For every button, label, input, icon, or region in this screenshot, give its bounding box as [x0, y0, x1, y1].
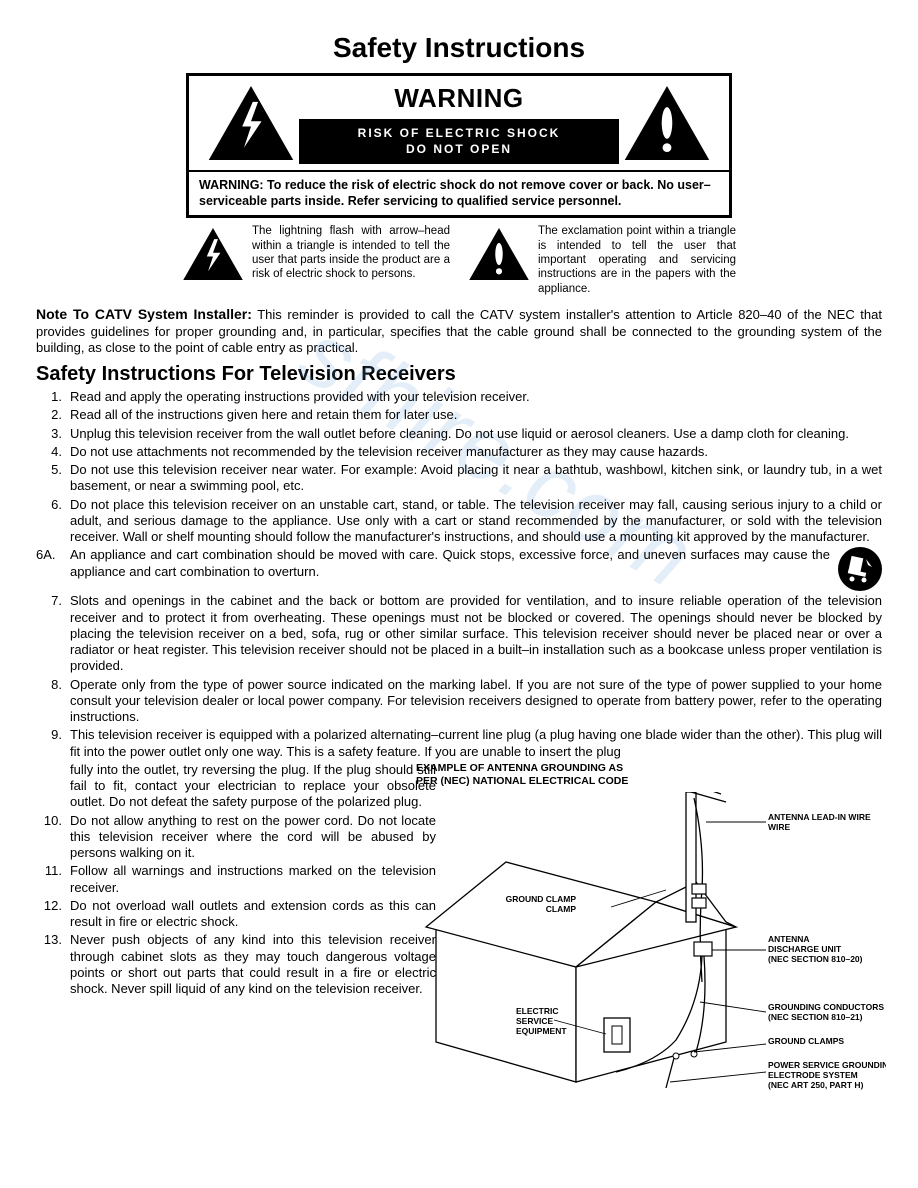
- lbl-discharge-3: (NEC SECTION 810–20): [768, 954, 863, 964]
- lbl-ground-cond-2: (NEC SECTION 810–21): [768, 1012, 863, 1022]
- lbl-ground-cond-1: GROUNDING CONDUCTORS: [768, 1002, 884, 1012]
- lbl-electric-1: ELECTRIC: [516, 1006, 559, 1016]
- catv-note: Note To CATV System Installer: This remi…: [36, 306, 882, 356]
- instructions-list: Read and apply the operating instruction…: [36, 389, 882, 760]
- instruction-4: Do not use attachments not recommended b…: [66, 444, 882, 460]
- lbl-discharge-1: ANTENNA: [768, 934, 810, 944]
- lbl-discharge-2: DISCHARGE UNIT: [768, 944, 842, 954]
- instruction-1: Read and apply the operating instruction…: [66, 389, 882, 405]
- lbl-ground-clamp-top: GROUND CLAMP: [506, 894, 577, 904]
- exclamation-triangle-small-icon: [468, 226, 530, 282]
- cart-tip-icon: [838, 547, 882, 591]
- instruction-10: Do not allow anything to rest on the pow…: [66, 813, 436, 862]
- diagram-title-l2: PER (NEC) NATIONAL ELECTRICAL CODE: [416, 775, 886, 788]
- symbol-explanation-row: The lightning flash with arrow–head with…: [179, 224, 739, 296]
- exclamation-triangle-icon: [623, 84, 711, 162]
- instruction-5: Do not use this television receiver near…: [66, 462, 882, 495]
- lightning-triangle-icon: [207, 84, 295, 162]
- lightning-symbol-text: The lightning flash with arrow–head with…: [252, 224, 450, 282]
- instruction-12: Do not overload wall outlets and extensi…: [66, 898, 436, 931]
- diagram-title-l1: EXAMPLE OF ANTENNA GROUNDING AS: [416, 762, 886, 775]
- risk-line1: RISK OF ELECTRIC SHOCK: [309, 125, 609, 142]
- instruction-13: Never push objects of any kind into this…: [66, 932, 436, 997]
- lbl-electric-2: SERVICE: [516, 1016, 553, 1026]
- instruction-8: Operate only from the type of power sour…: [66, 677, 882, 726]
- svg-text:WIRE: WIRE: [768, 822, 791, 832]
- svg-text:CLAMP: CLAMP: [546, 904, 577, 914]
- instruction-6a-text: An appliance and cart combination should…: [70, 547, 830, 578]
- instruction-3: Unplug this television receiver from the…: [66, 426, 882, 442]
- lightning-symbol-block: The lightning flash with arrow–head with…: [182, 224, 450, 296]
- warning-footer-text: To reduce the risk of electric shock do …: [199, 178, 711, 208]
- warning-heading: WARNING: [295, 82, 623, 115]
- warning-footer-lead: WARNING:: [199, 178, 264, 192]
- exclaim-symbol-text: The exclamation point within a triangle …: [538, 224, 736, 296]
- antenna-grounding-diagram: EXAMPLE OF ANTENNA GROUNDING AS PER (NEC…: [416, 762, 886, 1096]
- exclaim-symbol-block: The exclamation point within a triangle …: [468, 224, 736, 296]
- lbl-ground-clamps: GROUND CLAMPS: [768, 1036, 844, 1046]
- section-heading: Safety Instructions For Television Recei…: [36, 362, 882, 387]
- lbl-antenna-lead: ANTENNA LEAD-IN WIRE: [768, 812, 871, 822]
- instruction-7: Slots and openings in the cabinet and th…: [66, 593, 882, 674]
- lbl-electric-3: EQUIPMENT: [516, 1026, 567, 1036]
- warning-box: WARNING RISK OF ELECTRIC SHOCK DO NOT OP…: [186, 73, 732, 218]
- warning-risk-text: RISK OF ELECTRIC SHOCK DO NOT OPEN: [299, 119, 619, 165]
- diagram-title: EXAMPLE OF ANTENNA GROUNDING AS PER (NEC…: [416, 762, 886, 788]
- instruction-11: Follow all warnings and instructions mar…: [66, 863, 436, 896]
- lbl-electrode-3: (NEC ART 250, PART H): [768, 1080, 864, 1090]
- lightning-triangle-small-icon: [182, 226, 244, 282]
- instruction-6a: 6A. An appliance and cart combination sh…: [66, 547, 882, 591]
- lbl-electrode-2: ELECTRODE SYSTEM: [768, 1070, 858, 1080]
- instruction-6a-label: 6A.: [36, 547, 56, 563]
- instruction-6: Do not place this television receiver on…: [66, 497, 882, 546]
- page-title: Safety Instructions: [36, 30, 882, 65]
- risk-line2: DO NOT OPEN: [309, 141, 609, 158]
- warning-footer: WARNING: To reduce the risk of electric …: [189, 170, 729, 215]
- grounding-diagram-svg: ANTENNA LEAD-IN WIRE WIRE GROUND CLAMP C…: [416, 792, 886, 1092]
- instruction-9b: fully into the outlet, try reversing the…: [66, 762, 436, 811]
- catv-note-lead: Note To CATV System Installer:: [36, 306, 252, 322]
- instruction-2: Read all of the instructions given here …: [66, 407, 882, 423]
- lbl-electrode-1: POWER SERVICE GROUNDING: [768, 1060, 886, 1070]
- split-section: fully into the outlet, try reversing the…: [36, 762, 882, 998]
- instruction-9-intro: This television receiver is equipped wit…: [66, 727, 882, 760]
